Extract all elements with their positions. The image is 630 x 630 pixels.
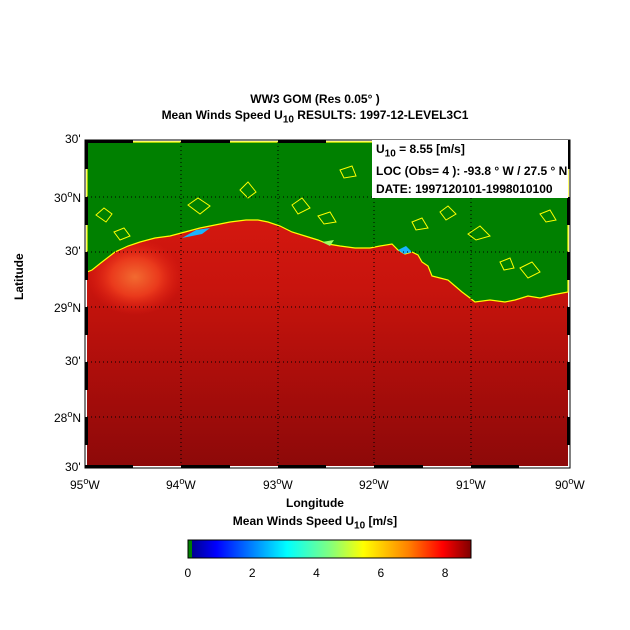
frame-segment [567,307,570,335]
y-tick-label: 28oN [54,409,82,425]
inlet-water [322,240,334,246]
info-u10: U10 = 8.55 [m/s] [376,142,465,159]
frame-segment [85,197,88,225]
coastline-details [95,165,557,279]
y-tick-label: 30' [65,460,81,474]
title-line-1: WW3 GOM (Res 0.05° ) [250,92,380,106]
y-axis-label-wrap: Latitude [12,253,26,300]
frame-segment [85,252,88,280]
y-tick-label: 29oN [54,299,82,315]
x-axis-label: Longitude [286,496,344,510]
inlet-water [398,246,412,254]
x-tick-label: 91oW [456,476,486,492]
frame-segment [567,140,570,169]
x-tick-label: 94oW [166,476,196,492]
colorbar-label: Mean Winds Speed U10 [m/s] [0,514,630,531]
y-tick-label: 30' [65,244,81,258]
frame-segment [85,307,88,335]
colorbar [187,539,472,559]
inlet-water [182,228,210,238]
colorbar-tick-label: 8 [441,566,449,580]
x-tick-label: 95oW [70,476,100,492]
frame-segment [85,362,88,390]
y-tick-label: 30' [65,354,81,368]
colorbar-label-sub: 10 [354,520,366,532]
colorbar-tick-label: 6 [377,566,385,580]
title-suffix: RESULTS: 1997-12-LEVEL3C1 [293,108,469,122]
frame-segment [181,465,230,468]
frame-segment [567,252,570,280]
info-location: LOC (Obs= 4 ): -93.8 ° W / 27.5 ° N [376,164,568,178]
y-tick-label: 30oN [54,189,82,205]
frame-segment [85,465,133,468]
colorbar-tick-label: 2 [248,566,256,580]
title-subscript: 10 [282,114,294,126]
title-line-2: Mean Winds Speed U10 RESULTS: 1997-12-LE… [0,108,630,125]
info-u-value: = 8.55 [m/s] [395,142,465,156]
x-tick-label: 90oW [555,476,585,492]
frame-segment [181,140,230,143]
frame-segment [567,197,570,225]
y-tick-label: 30' [65,132,81,146]
info-u-label: U [376,142,385,156]
frame-segment [567,417,570,445]
info-box [372,140,568,198]
x-tick-label: 92oW [359,476,389,492]
frame-segment [278,140,326,143]
x-tick-label: 93oW [263,476,293,492]
colorbar-label-suffix: [m/s] [365,514,398,528]
colorbar-tick-label: 4 [313,566,320,580]
frame-segment [374,465,423,468]
frame-segment [567,362,570,390]
info-u-sub: 10 [384,148,396,160]
frame-segment [85,140,133,143]
wind-maximum [87,239,183,315]
frame-segment [85,140,88,169]
y-axis-label: Latitude [12,253,26,300]
title-prefix: Mean Winds Speed U [161,108,283,122]
info-date: DATE: 1997120101-1998010100 [376,182,553,196]
frame-segment [471,465,519,468]
frame-segment [278,465,326,468]
frame-segment [85,417,88,445]
colorbar-tick-label: 0 [184,566,192,580]
colorbar-label-prefix: Mean Winds Speed U [232,514,355,528]
